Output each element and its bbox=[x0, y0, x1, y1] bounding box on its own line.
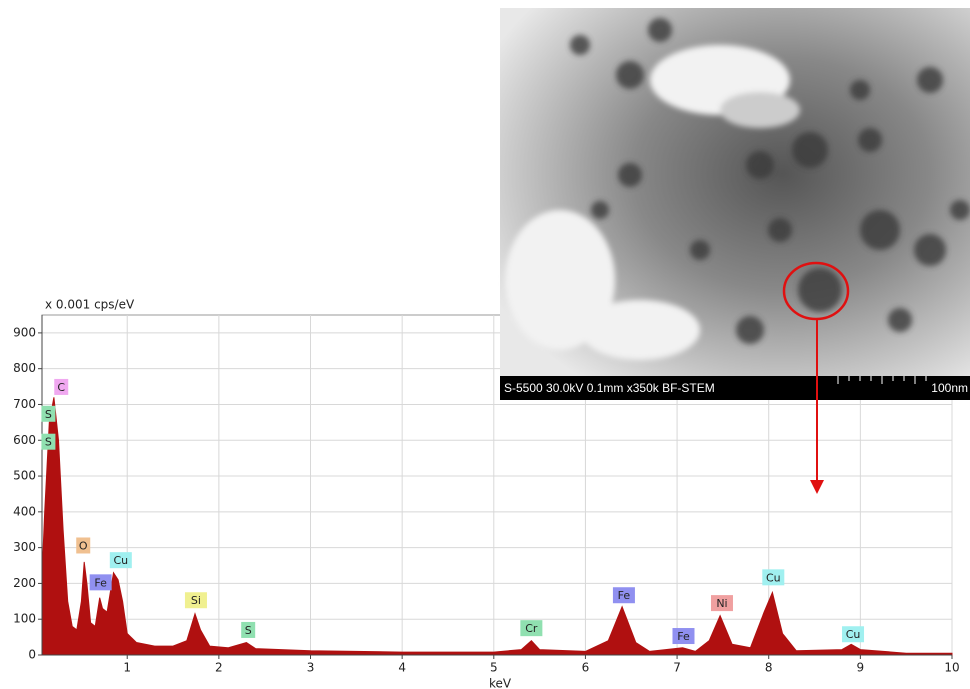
element-label-box bbox=[672, 628, 695, 645]
x-tick-label: 4 bbox=[398, 661, 406, 675]
element-label-box bbox=[241, 621, 256, 638]
element-label: Fe bbox=[94, 576, 107, 589]
element-label-box bbox=[842, 626, 865, 643]
y-tick-label: 400 bbox=[13, 504, 36, 518]
element-label: Cr bbox=[525, 622, 538, 635]
image-caption: S-5500 30.0kV 0.1mm x350k BF-STEM bbox=[504, 381, 715, 395]
x-tick-label: 3 bbox=[307, 661, 315, 675]
element-label: Cu bbox=[846, 628, 861, 641]
y-tick-label: 300 bbox=[13, 540, 36, 554]
y-tick-label: 500 bbox=[13, 469, 36, 483]
y-tick-label: 900 bbox=[13, 325, 36, 339]
x-tick-label: 8 bbox=[765, 661, 773, 675]
element-label-box bbox=[41, 405, 56, 422]
element-label-box bbox=[54, 378, 69, 395]
element-label-box bbox=[520, 620, 543, 637]
element-label-box bbox=[612, 587, 635, 604]
x-tick-label: 2 bbox=[215, 661, 223, 675]
element-label: Fe bbox=[677, 630, 690, 643]
spectrum-area bbox=[41, 397, 953, 656]
element-label: Cu bbox=[766, 571, 781, 584]
element-label-box bbox=[109, 552, 132, 569]
x-tick-label: 6 bbox=[582, 661, 590, 675]
x-tick-label: 1 bbox=[123, 661, 131, 675]
element-label: Fe bbox=[618, 589, 631, 602]
element-label-box bbox=[76, 537, 91, 554]
element-label: S bbox=[245, 624, 252, 637]
stem-image: S-5500 30.0kV 0.1mm x350k BF-STEM 100nm bbox=[500, 8, 970, 494]
element-label-box bbox=[710, 595, 733, 612]
y-tick-label: 0 bbox=[28, 648, 36, 662]
y-axis-label: x 0.001 cps/eV bbox=[45, 298, 135, 312]
y-tick-label: 100 bbox=[13, 612, 36, 626]
element-label: S bbox=[45, 408, 52, 421]
x-tick-label: 5 bbox=[490, 661, 498, 675]
x-axis-label: keV bbox=[489, 677, 512, 689]
y-tick-label: 600 bbox=[13, 433, 36, 447]
element-label-box bbox=[762, 569, 785, 586]
element-label: Ni bbox=[716, 597, 727, 610]
element-label-box bbox=[184, 592, 207, 609]
scale-label: 100nm bbox=[931, 381, 968, 395]
element-label: C bbox=[57, 381, 65, 394]
y-tick-label: 800 bbox=[13, 361, 36, 375]
x-tick-label: 7 bbox=[673, 661, 681, 675]
element-label: S bbox=[45, 436, 52, 449]
x-tick-label: 10 bbox=[944, 661, 959, 675]
element-label-box bbox=[89, 574, 112, 591]
element-label: Cu bbox=[113, 554, 128, 567]
x-tick-label: 9 bbox=[857, 661, 865, 675]
element-label: Si bbox=[191, 594, 201, 607]
element-label-box bbox=[41, 433, 56, 450]
y-tick-label: 700 bbox=[13, 397, 36, 411]
element-label: O bbox=[79, 539, 88, 552]
y-tick-label: 200 bbox=[13, 576, 36, 590]
